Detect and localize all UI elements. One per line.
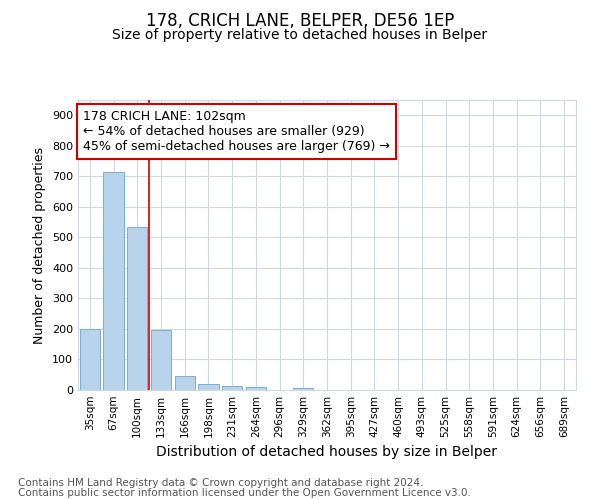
- Bar: [80, 329, 100, 390]
- Y-axis label: Number of detached properties: Number of detached properties: [34, 146, 46, 344]
- Text: Contains public sector information licensed under the Open Government Licence v3: Contains public sector information licen…: [18, 488, 471, 498]
- Bar: [127, 226, 148, 390]
- Bar: [151, 330, 171, 390]
- Bar: [246, 387, 266, 390]
- X-axis label: Distribution of detached houses by size in Belper: Distribution of detached houses by size …: [157, 446, 497, 460]
- Text: 178 CRICH LANE: 102sqm
← 54% of detached houses are smaller (929)
45% of semi-de: 178 CRICH LANE: 102sqm ← 54% of detached…: [83, 110, 390, 153]
- Text: Size of property relative to detached houses in Belper: Size of property relative to detached ho…: [112, 28, 488, 42]
- Bar: [293, 388, 313, 390]
- Bar: [103, 172, 124, 390]
- Text: 178, CRICH LANE, BELPER, DE56 1EP: 178, CRICH LANE, BELPER, DE56 1EP: [146, 12, 454, 30]
- Bar: [222, 386, 242, 390]
- Bar: [199, 384, 218, 390]
- Bar: [175, 376, 195, 390]
- Text: Contains HM Land Registry data © Crown copyright and database right 2024.: Contains HM Land Registry data © Crown c…: [18, 478, 424, 488]
